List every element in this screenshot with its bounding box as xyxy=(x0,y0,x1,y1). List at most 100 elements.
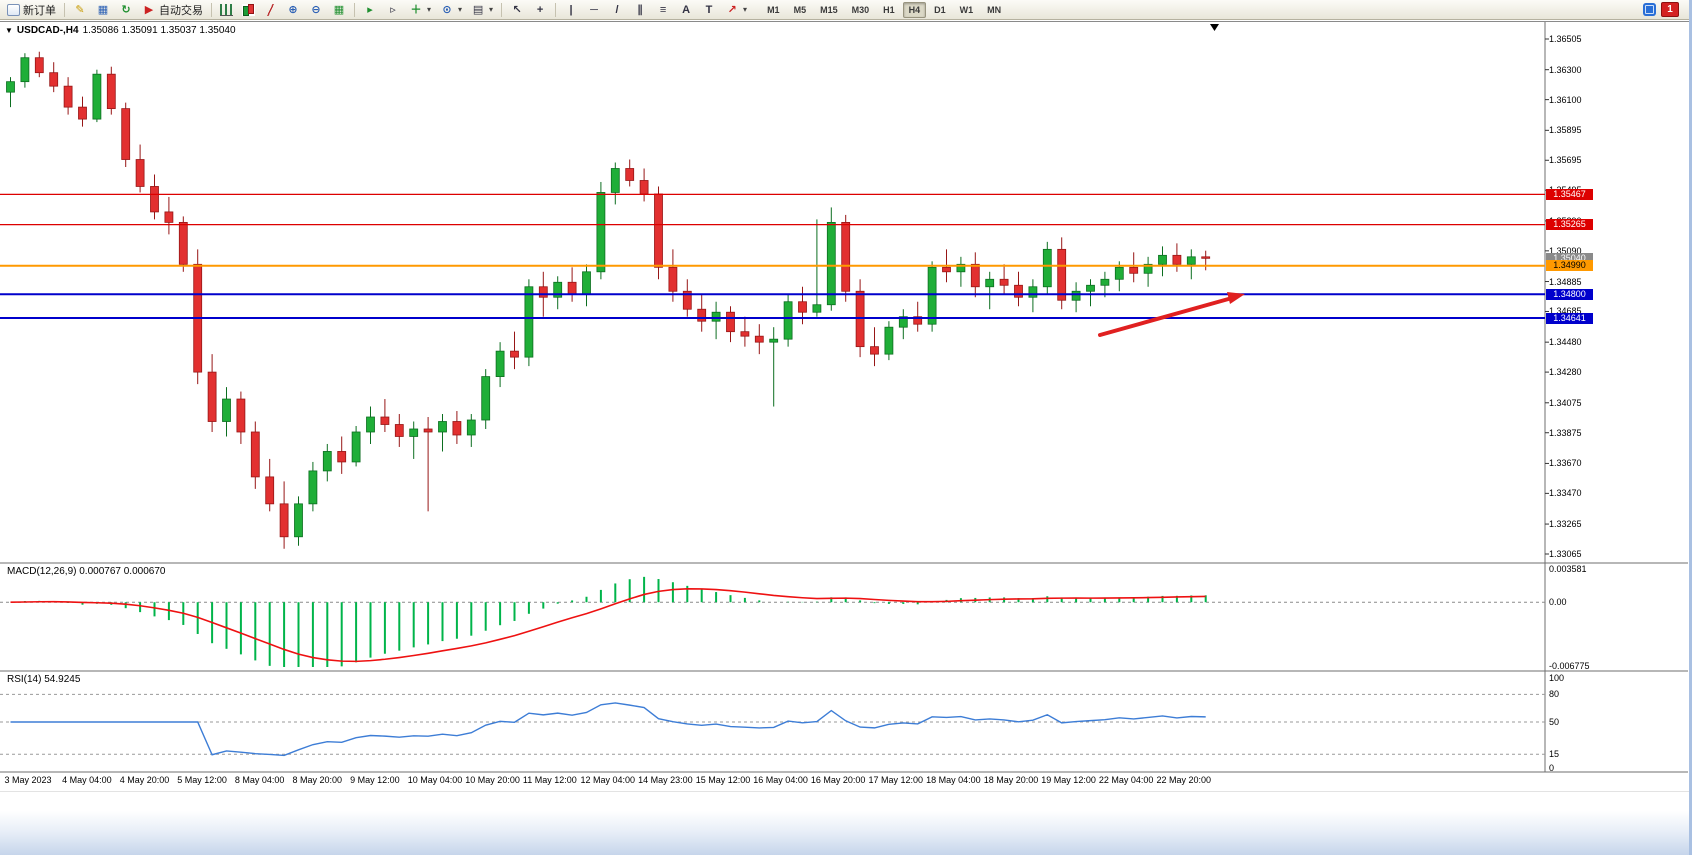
candle-body xyxy=(121,108,131,160)
crosshair-button[interactable]: + xyxy=(529,1,551,19)
window-right-edge xyxy=(1689,0,1692,855)
toolbar-separator xyxy=(501,2,503,17)
text-button[interactable]: A xyxy=(675,1,697,19)
timeframe-m5-button[interactable]: M5 xyxy=(793,4,807,15)
time-axis-label: 22 May 04:00 xyxy=(1098,775,1154,785)
price-tick-label: 1.36300 xyxy=(1549,64,1582,75)
macd-scale-zero: 0.00 xyxy=(1549,597,1567,608)
candle-body xyxy=(1100,278,1110,286)
candle-body xyxy=(1143,263,1153,274)
zoom-in-button[interactable]: ⊕ xyxy=(282,1,304,19)
bar-chart-button[interactable] xyxy=(216,1,237,19)
candle-body xyxy=(236,398,246,433)
candlestick-chart-icon xyxy=(242,3,255,16)
fibonacci-icon: ≡ xyxy=(659,3,667,16)
trendline-icon: / xyxy=(615,3,619,16)
time-axis-label: 8 May 04:00 xyxy=(234,775,285,785)
trendline-button[interactable]: / xyxy=(606,1,628,19)
periods-button[interactable]: ⊙ ▾ xyxy=(436,1,466,19)
vertical-line-button[interactable]: | xyxy=(560,1,582,19)
price-tick-label: 1.33670 xyxy=(1549,458,1582,469)
new-order-button[interactable]: 新订单 xyxy=(3,1,60,19)
community-icon[interactable] xyxy=(1643,3,1656,16)
candle-body xyxy=(812,304,822,313)
toolbar-separator xyxy=(211,2,212,17)
candle-body xyxy=(798,301,807,313)
candle-body xyxy=(337,451,347,463)
templates-button[interactable]: ▤ ▾ xyxy=(467,1,497,19)
autotrading-button[interactable]: ▶ 自动交易 xyxy=(138,1,207,19)
chart-canvas[interactable] xyxy=(0,22,1692,792)
rsi-scale-label: 100 xyxy=(1549,673,1565,683)
line-chart-button[interactable] xyxy=(260,1,281,19)
toolbar-separator xyxy=(555,2,557,17)
candle-body xyxy=(294,503,303,538)
zoom-out-button[interactable]: ⊖ xyxy=(305,1,327,19)
candle-body xyxy=(956,263,966,273)
timeframe-h4-button[interactable]: H4 xyxy=(902,1,927,18)
chart-shift-button[interactable]: ▹ xyxy=(382,1,404,19)
candle-body xyxy=(265,476,275,505)
candle-body xyxy=(711,311,721,322)
tile-windows-button[interactable]: ▦ xyxy=(328,1,350,19)
timeframe-d1-button[interactable]: D1 xyxy=(934,4,946,15)
auto-scroll-button[interactable]: ▸ xyxy=(359,1,381,19)
data-window-icon: ▦ xyxy=(97,3,109,16)
candle-body xyxy=(1086,284,1095,292)
arrow-icon: ↗ xyxy=(727,3,737,16)
text-label-button[interactable]: T xyxy=(698,1,720,19)
auto-scroll-icon: ▸ xyxy=(367,3,373,16)
timeframe-mn-button[interactable]: MN xyxy=(987,4,1002,15)
channel-button[interactable]: ∥ xyxy=(629,1,651,19)
data-window-button[interactable]: ▦ xyxy=(92,1,114,19)
tile-windows-icon: ▦ xyxy=(333,3,345,16)
candle-body xyxy=(582,271,591,295)
candle-body xyxy=(1028,286,1038,298)
candle-body xyxy=(870,346,879,355)
timeframe-m30-button[interactable]: M30 xyxy=(851,4,870,15)
toolbar-right: 1 xyxy=(1643,2,1689,17)
time-axis-label: 4 May 04:00 xyxy=(62,775,112,785)
candle-body xyxy=(92,73,102,120)
time-axis-label: 10 May 20:00 xyxy=(465,775,520,785)
macd-scale-max: 0.003581 xyxy=(1549,564,1587,574)
time-axis-label: 10 May 04:00 xyxy=(407,775,463,785)
candle-body xyxy=(510,350,519,358)
text-icon: A xyxy=(682,3,691,16)
rsi-scale-label: 80 xyxy=(1549,689,1560,700)
candle-body xyxy=(1057,248,1067,301)
notification-badge[interactable]: 1 xyxy=(1661,2,1679,17)
price-tick-label: 1.36100 xyxy=(1549,94,1582,105)
zoom-out-icon: ⊖ xyxy=(311,3,321,16)
refresh-button[interactable]: ↻ xyxy=(115,1,137,19)
candle-body xyxy=(1186,256,1196,265)
timeframe-m15-button[interactable]: M15 xyxy=(820,4,838,15)
candle-body xyxy=(639,180,649,195)
horizontal-line-button[interactable]: ─ xyxy=(583,1,605,19)
timeframe-h1-button[interactable]: H1 xyxy=(883,4,895,15)
chart-ohlc-values: 1.35086 1.35091 1.35037 1.35040 xyxy=(82,25,236,36)
new-order-label: 新订单 xyxy=(23,4,56,17)
candlestick-chart-button[interactable] xyxy=(238,1,259,19)
one-click-trading-arrow-icon[interactable]: ▼ xyxy=(5,25,13,35)
line-chart-icon xyxy=(264,3,277,16)
indicators-button[interactable]: ＋ ▾ xyxy=(405,1,435,19)
fibonacci-button[interactable]: ≡ xyxy=(652,1,674,19)
metaeditor-icon: ✎ xyxy=(75,3,85,16)
arrows-button[interactable]: ↗ ▾ xyxy=(721,1,751,19)
chart-shift-marker xyxy=(1210,24,1219,31)
time-axis-label: 14 May 23:00 xyxy=(638,775,693,785)
candle-body xyxy=(49,72,59,87)
timeframe-w1-button[interactable]: W1 xyxy=(959,4,974,15)
candle-body xyxy=(783,301,793,340)
new-order-icon xyxy=(7,3,20,16)
price-tick-label: 1.34685 xyxy=(1549,306,1582,317)
timeframe-m1-button[interactable]: M1 xyxy=(767,4,780,15)
template-icon: ▤ xyxy=(472,3,484,16)
metaeditor-button[interactable]: ✎ xyxy=(69,1,91,19)
rsi-indicator-label: RSI(14) 54.9245 xyxy=(7,674,81,685)
candle-body xyxy=(380,416,390,425)
time-axis-label: 3 May 2023 xyxy=(4,775,52,785)
candle-body xyxy=(164,211,174,223)
cursor-button[interactable]: ↖ xyxy=(506,1,528,19)
